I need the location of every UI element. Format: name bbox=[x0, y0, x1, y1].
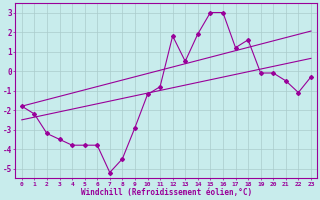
X-axis label: Windchill (Refroidissement éolien,°C): Windchill (Refroidissement éolien,°C) bbox=[81, 188, 252, 197]
